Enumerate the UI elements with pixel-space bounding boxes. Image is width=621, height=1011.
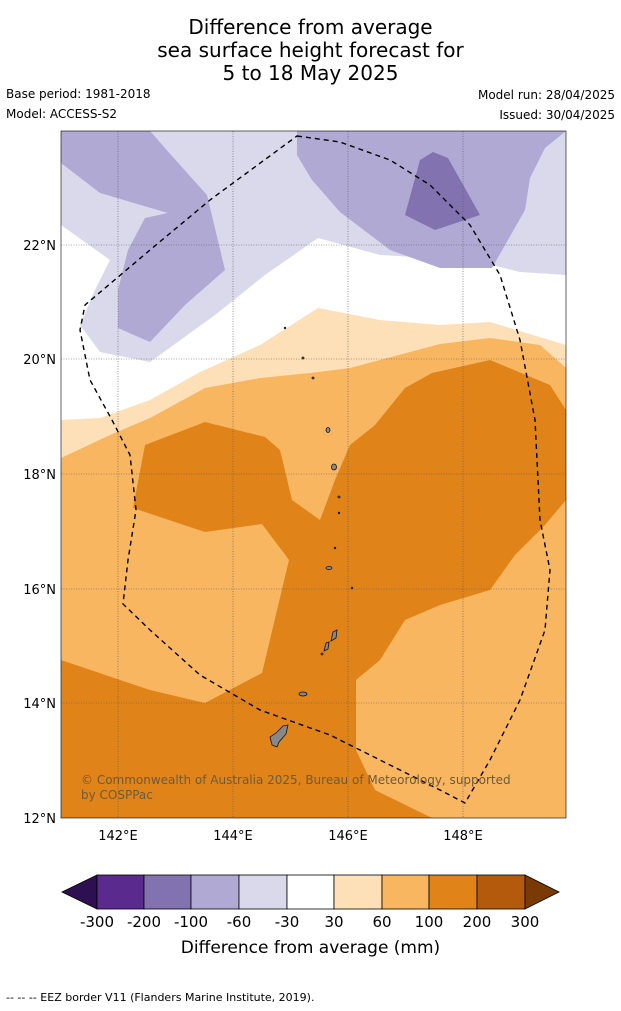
colorbar	[61, 874, 560, 910]
colorbar-swatch-3	[190, 874, 240, 910]
copyright-line-1: © Commonwealth of Australia 2025, Bureau…	[81, 773, 511, 787]
colorbar-tick-10: 300	[511, 913, 540, 931]
title-line-3: 5 to 18 May 2025	[222, 61, 399, 85]
model-run: Model run: 28/04/2025	[477, 88, 615, 102]
lat-label-14: 14°N	[23, 697, 56, 712]
colorbar-swatch-8	[428, 874, 478, 910]
lon-label-144: 144°E	[213, 829, 253, 844]
eez-legend-note: -- -- -- EEZ border V11 (Flanders Marine…	[6, 991, 315, 1004]
lat-label-16: 16°N	[23, 583, 56, 598]
band-neg100-neg200	[405, 152, 480, 230]
title-line-2: sea surface height forecast for	[157, 38, 464, 62]
latitude-labels: 22°N 20°N 18°N 16°N 14°N 12°N	[23, 239, 56, 827]
model-name: Model: ACCESS-S2	[6, 107, 118, 121]
colorbar-tick-8: 100	[415, 913, 444, 931]
colorbar-swatch-4	[238, 874, 288, 910]
colorbar-tick-5: -30	[275, 913, 300, 931]
title-line-1: Difference from average	[188, 15, 433, 39]
issued-date: Issued: 30/04/2025	[499, 108, 615, 122]
colorbar-extend-min	[61, 874, 98, 910]
colorbar-tick-3: -100	[174, 913, 208, 931]
map-frame	[60, 130, 567, 819]
lon-label-148: 148°E	[443, 829, 483, 844]
mariana-islands	[269, 326, 354, 748]
lat-label-18: 18°N	[23, 468, 56, 483]
copyright-notice: © Commonwealth of Australia 2025, Bureau…	[81, 773, 511, 802]
colorbar-tick-1: -300	[80, 913, 114, 931]
colorbar-tick-2: -200	[127, 913, 161, 931]
colorbar-swatch-7	[381, 874, 430, 910]
base-period: Base period: 1981-2018	[6, 87, 151, 101]
saipan-island	[330, 629, 338, 642]
lat-label-20: 20°N	[23, 353, 56, 368]
colorbar-swatch-2	[143, 874, 192, 910]
map-title: Difference from average sea surface heig…	[0, 16, 621, 85]
colorbar-tick-6: 30	[324, 913, 343, 931]
graticule	[61, 131, 566, 818]
colorbar-swatch-5	[286, 874, 335, 910]
colorbar-swatch-6	[333, 874, 383, 910]
tinian-island	[323, 641, 330, 652]
lon-label-146: 146°E	[328, 829, 368, 844]
guam-island	[269, 724, 289, 748]
colorbar-tick-9: 200	[463, 913, 492, 931]
colorbar-swatch-1	[96, 874, 145, 910]
colorbar-tick-4: -60	[227, 913, 252, 931]
longitude-labels: 142°E 144°E 146°E 148°E	[98, 829, 483, 844]
lat-label-22: 22°N	[23, 239, 56, 254]
colorbar-title: Difference from average (mm)	[180, 938, 441, 958]
colorbar-extend-max	[524, 874, 560, 910]
lat-label-12: 12°N	[23, 812, 56, 827]
copyright-line-2: by COSPPac	[81, 788, 153, 802]
colorbar-tick-7: 60	[372, 913, 391, 931]
band-neg60-neg100-west	[61, 131, 225, 342]
lon-label-142: 142°E	[98, 829, 138, 844]
colorbar-ticks: -300 -200 -100 -60 -30 30 60 100 200 300	[80, 913, 539, 931]
colorbar-swatch-9	[476, 874, 526, 910]
sea-height-anomaly-field	[61, 131, 566, 818]
